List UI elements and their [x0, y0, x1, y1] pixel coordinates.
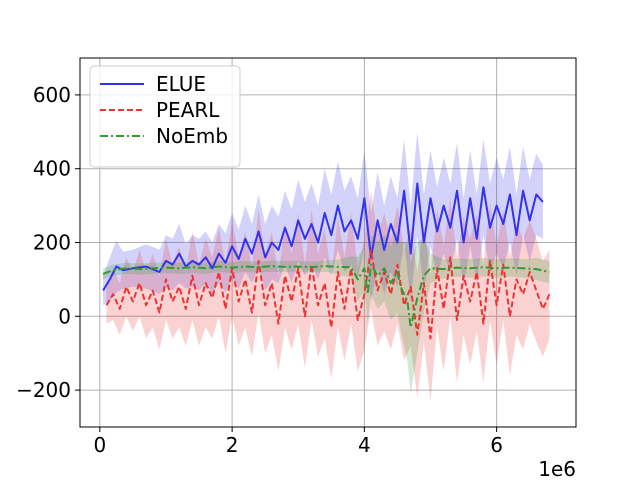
noemb-line [102, 263, 550, 329]
pearl-band [106, 190, 550, 402]
series-lines [102, 182, 551, 340]
y-tick-label: 400 [33, 157, 71, 181]
x-tick-label: 2 [226, 433, 239, 457]
y-tick-label: 200 [33, 231, 71, 255]
y-tick-label: 600 [33, 83, 71, 107]
axis-ticks: 0 2 4 6 −200 0 200 400 600 [16, 83, 503, 457]
legend-label-pearl: PEARL [156, 98, 220, 122]
legend-box [89, 65, 241, 168]
elue-line [102, 182, 544, 292]
x-tick-label: 4 [358, 433, 371, 457]
x-tick-label: 6 [490, 433, 503, 457]
legend-label-elue: ELUE [156, 72, 206, 96]
y-tick-label: −200 [16, 378, 71, 402]
legend-label-noemb: NoEmb [156, 124, 228, 148]
y-tick-label: 0 [58, 304, 71, 328]
x-offset-label: 1e6 [538, 457, 576, 480]
x-tick-label: 0 [93, 433, 106, 457]
pearl-line [105, 248, 551, 340]
